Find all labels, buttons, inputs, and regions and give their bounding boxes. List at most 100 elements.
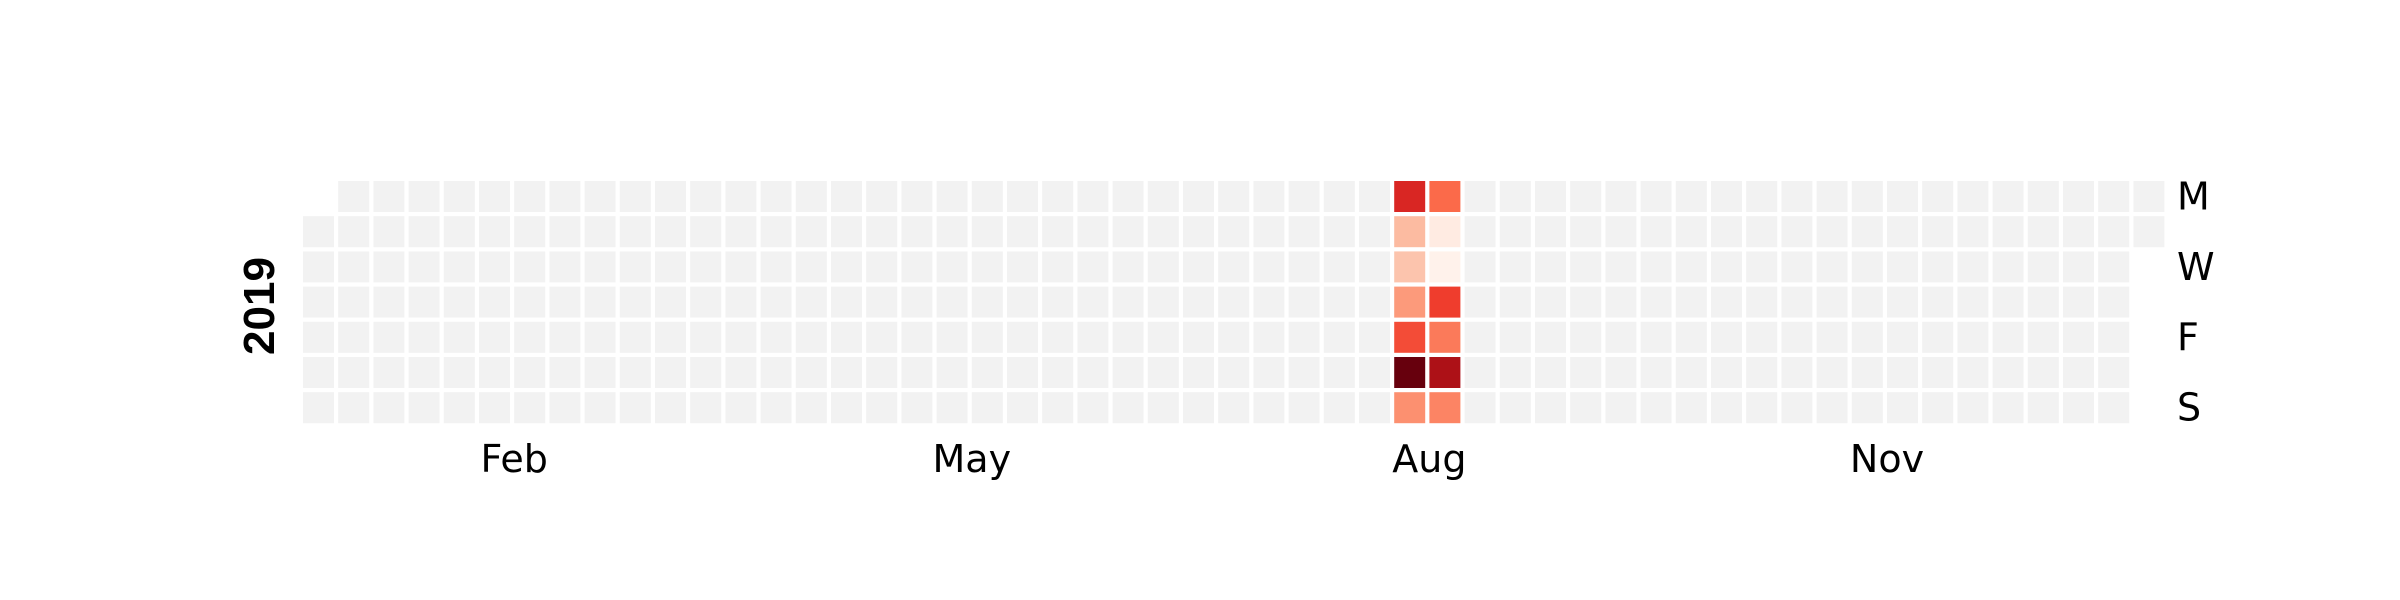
day-cell [690,286,722,318]
day-cell [936,357,968,388]
day-cell [1957,216,1989,248]
day-cell [408,216,440,248]
month-label: Feb [481,437,548,481]
day-cell [971,286,1003,318]
day-cell [303,286,334,318]
day-cell [1851,216,1883,248]
day-cell [2098,181,2130,212]
day-label: W [2177,245,2215,289]
day-cell [760,286,792,318]
day-cell [1042,286,1074,318]
day-cell [1183,392,1214,424]
day-cell [1816,321,1848,353]
day-cell [1464,321,1496,353]
day-cell [901,286,933,318]
day-cell [303,392,334,424]
day-cell [936,251,968,283]
day-cell [2063,251,2094,283]
day-cell [1675,321,1707,353]
day-cell [479,321,510,353]
day-cell [866,392,898,424]
day-cell [2063,392,2094,424]
day-cell [514,357,546,388]
day-cell [514,321,546,353]
day-cell [549,181,581,212]
day-cell [2027,321,2059,353]
day-cell [338,357,370,388]
day-cell [1077,357,1109,388]
day-cell [1887,321,1918,353]
day-cell [1711,181,1742,212]
day-cell [1042,392,1074,424]
day-cell [1640,181,1672,212]
day-cell [1922,357,1954,388]
day-cell [690,321,722,353]
day-cell [1007,216,1038,248]
day-cell [1359,392,1390,424]
day-cell [1007,357,1038,388]
day-cell [1711,357,1742,388]
day-cell [655,286,686,318]
day-cell [1992,251,2024,283]
day-cell [1851,251,1883,283]
day-cell [831,286,862,318]
day-cell [1605,392,1637,424]
day-cell [549,357,581,388]
day-cell [1288,216,1320,248]
day-cell [303,357,334,388]
day-cell [1323,181,1355,212]
day-cell [831,181,862,212]
day-cell [1675,357,1707,388]
day-cell [1464,286,1496,318]
day-cell [1077,392,1109,424]
day-cell [408,392,440,424]
day-label: S [2177,386,2201,430]
day-cell [1746,321,1778,353]
day-cell [479,251,510,283]
month-label: Nov [1850,437,1924,481]
day-cell [1323,251,1355,283]
day-cell [1288,321,1320,353]
day-cell [1429,392,1461,424]
day-cell [1851,181,1883,212]
day-cell [373,251,405,283]
day-cell [1675,392,1707,424]
day-cell [901,251,933,283]
day-cell [1429,357,1461,388]
day-cell [2063,357,2094,388]
day-cell [1359,251,1390,283]
day-cell [760,357,792,388]
day-cell [514,286,546,318]
day-cell [584,181,616,212]
day-cell [1746,357,1778,388]
day-cell [1147,286,1179,318]
day-cell [1112,181,1144,212]
day-cell [619,251,651,283]
day-cell [1394,357,1426,388]
day-cell [901,392,933,424]
day-cell [1253,216,1285,248]
day-cell [1957,181,1989,212]
day-cell [2027,286,2059,318]
day-cell [1535,181,1566,212]
day-cell [1816,286,1848,318]
day-cell [1218,286,1250,318]
day-cell [1640,286,1672,318]
day-cell [1570,216,1602,248]
day-cell [1957,357,1989,388]
day-cell [1992,321,2024,353]
month-labels: Feb May Aug Nov [481,437,1925,481]
day-cell [1570,251,1602,283]
day-cell [1359,357,1390,388]
calendar-cells [303,181,2165,424]
day-cell [901,181,933,212]
day-cell [1922,392,1954,424]
day-cell [408,321,440,353]
day-cell [408,181,440,212]
day-cell [373,357,405,388]
day-cell [795,181,827,212]
day-cell [1147,181,1179,212]
day-cell [901,357,933,388]
day-cell [795,286,827,318]
